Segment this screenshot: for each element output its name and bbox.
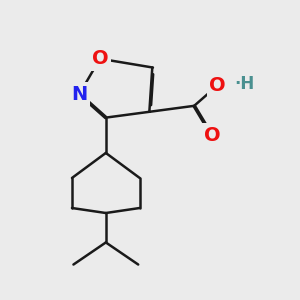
Text: ·H: ·H bbox=[234, 75, 254, 93]
Text: O: O bbox=[92, 49, 108, 68]
Text: O: O bbox=[203, 126, 220, 145]
Text: N: N bbox=[71, 85, 88, 104]
Text: O: O bbox=[209, 76, 226, 95]
